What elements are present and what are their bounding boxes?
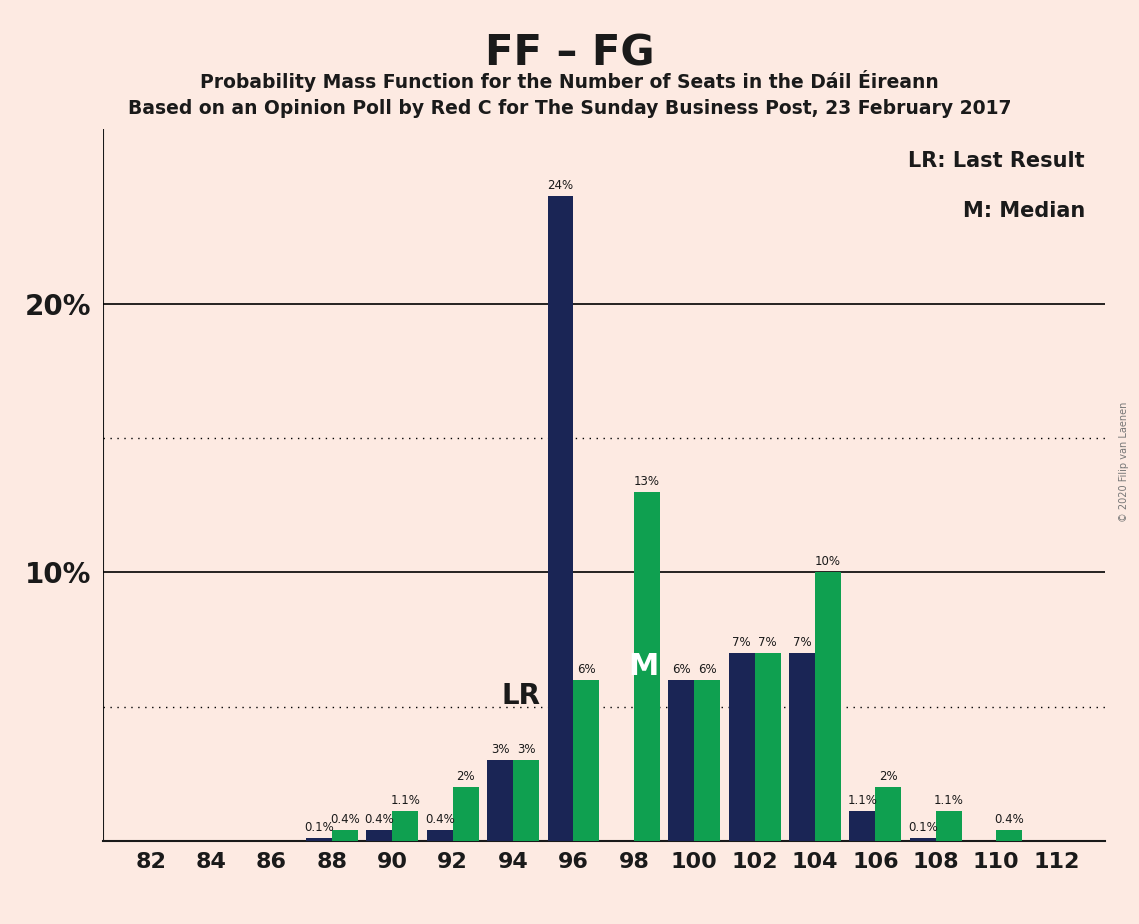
Bar	[789, 653, 816, 841]
Text: 3%: 3%	[517, 743, 535, 756]
Text: 0.1%: 0.1%	[908, 821, 937, 834]
Text: 1.1%: 1.1%	[391, 795, 420, 808]
Text: 6%: 6%	[698, 663, 716, 675]
Bar	[548, 197, 573, 841]
Bar	[513, 760, 539, 841]
Text: LR: LR	[501, 682, 540, 710]
Bar	[936, 811, 961, 841]
Bar	[331, 830, 358, 841]
Bar	[997, 830, 1022, 841]
Text: FF – FG: FF – FG	[485, 32, 654, 74]
Bar	[367, 830, 392, 841]
Text: 6%: 6%	[577, 663, 596, 675]
Text: Probability Mass Function for the Number of Seats in the Dáil Éireann: Probability Mass Function for the Number…	[200, 70, 939, 92]
Bar	[487, 760, 513, 841]
Text: 7%: 7%	[759, 636, 777, 649]
Text: LR: Last Result: LR: Last Result	[908, 151, 1084, 171]
Text: 0.4%: 0.4%	[330, 813, 360, 826]
Text: 0.1%: 0.1%	[304, 821, 334, 834]
Text: 10%: 10%	[816, 555, 841, 568]
Text: 24%: 24%	[548, 179, 574, 192]
Bar	[876, 787, 901, 841]
Bar	[634, 492, 659, 841]
Bar	[392, 811, 418, 841]
Bar	[816, 572, 841, 841]
Text: 0.4%: 0.4%	[425, 813, 454, 826]
Bar	[573, 680, 599, 841]
Bar	[729, 653, 755, 841]
Text: M: Median: M: Median	[962, 201, 1084, 221]
Text: 2%: 2%	[457, 770, 475, 784]
Text: 3%: 3%	[491, 743, 509, 756]
Bar	[850, 811, 876, 841]
Text: 7%: 7%	[793, 636, 811, 649]
Bar	[695, 680, 720, 841]
Text: 6%: 6%	[672, 663, 690, 675]
Text: 0.4%: 0.4%	[994, 813, 1024, 826]
Bar	[306, 838, 331, 841]
Bar	[910, 838, 936, 841]
Bar	[452, 787, 478, 841]
Text: Based on an Opinion Poll by Red C for The Sunday Business Post, 23 February 2017: Based on an Opinion Poll by Red C for Th…	[128, 99, 1011, 118]
Text: 13%: 13%	[633, 475, 659, 488]
Bar	[755, 653, 780, 841]
Text: M: M	[629, 651, 659, 681]
Text: 1.1%: 1.1%	[847, 795, 877, 808]
Text: 1.1%: 1.1%	[934, 795, 964, 808]
Text: 7%: 7%	[732, 636, 751, 649]
Bar	[669, 680, 695, 841]
Bar	[427, 830, 452, 841]
Text: 0.4%: 0.4%	[364, 813, 394, 826]
Text: © 2020 Filip van Laenen: © 2020 Filip van Laenen	[1120, 402, 1129, 522]
Text: 2%: 2%	[879, 770, 898, 784]
